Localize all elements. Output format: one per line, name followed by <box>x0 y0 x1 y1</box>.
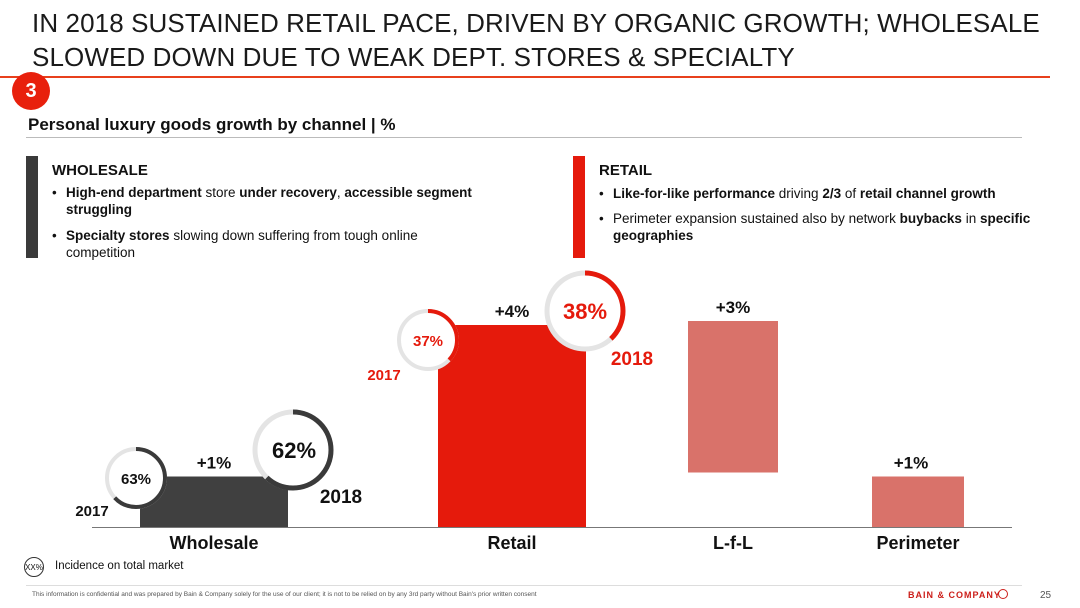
value-label-retail: +4% <box>495 302 530 321</box>
confidentiality-disclaimer: This information is confidential and was… <box>32 591 537 598</box>
value-label-lfl: +3% <box>716 298 751 317</box>
bain-logo-icon <box>998 589 1008 599</box>
value-label-wholesale: +1% <box>197 454 232 473</box>
category-label-perimeter: Perimeter <box>876 533 959 553</box>
category-label-retail: Retail <box>487 533 536 553</box>
wholesale-bullet-1: High-end department store under recovery… <box>52 184 536 218</box>
chart-subtitle: Personal luxury goods growth by channel … <box>28 115 396 134</box>
retail-2018-ring-arc <box>544 270 626 352</box>
wholesale-panel-bar <box>26 156 38 258</box>
bain-logo-text: BAIN & COMPANY <box>908 590 1001 600</box>
bar-perimeter <box>872 476 964 527</box>
wholesale-2018-incidence: 62% <box>272 438 316 463</box>
wholesale-bullet-2: Specialty stores slowing down suffering … <box>52 227 486 261</box>
retail-2017-incidence: 37% <box>413 333 443 350</box>
slide-title: IN 2018 SUSTAINED RETAIL PACE, DRIVEN BY… <box>32 8 1040 72</box>
wholesale-2017-incidence: 63% <box>121 471 151 488</box>
category-label-wholesale: Wholesale <box>169 533 258 553</box>
retail-2017-ring-arc <box>397 309 459 371</box>
wholesale-2017-label: 2017 <box>75 503 108 520</box>
retail-2018-label: 2018 <box>611 349 653 370</box>
retail-panel-bar <box>573 156 585 258</box>
section-number-badge: 3 <box>12 72 50 110</box>
x-axis-line <box>92 527 1012 528</box>
retail-2018-incidence: 38% <box>563 299 607 324</box>
retail-2017-label: 2017 <box>367 367 400 384</box>
retail-bullet-1: Like-for-like performance driving 2/3 of… <box>599 185 1053 202</box>
bar-lfl <box>688 321 778 473</box>
incidence-legend-icon: XX% <box>24 557 44 577</box>
wholesale-panel-heading: WHOLESALE <box>52 162 148 179</box>
value-label-perimeter: +1% <box>894 454 929 473</box>
footer-divider <box>26 585 1022 586</box>
bar-retail <box>438 325 586 527</box>
retail-panel-heading: RETAIL <box>599 162 653 179</box>
wholesale-2017-ring-arc <box>105 447 167 509</box>
retail-bullet-2: Perimeter expansion sustained also by ne… <box>599 210 1033 244</box>
wholesale-2018-label: 2018 <box>320 487 362 508</box>
incidence-legend-text: Incidence on total market <box>55 560 184 572</box>
page-number: 25 <box>1040 590 1052 601</box>
subtitle-divider <box>26 137 1022 138</box>
category-label-lfl: L-f-L <box>713 533 753 553</box>
wholesale-2018-ring-arc <box>252 409 334 491</box>
title-divider <box>0 76 1050 78</box>
